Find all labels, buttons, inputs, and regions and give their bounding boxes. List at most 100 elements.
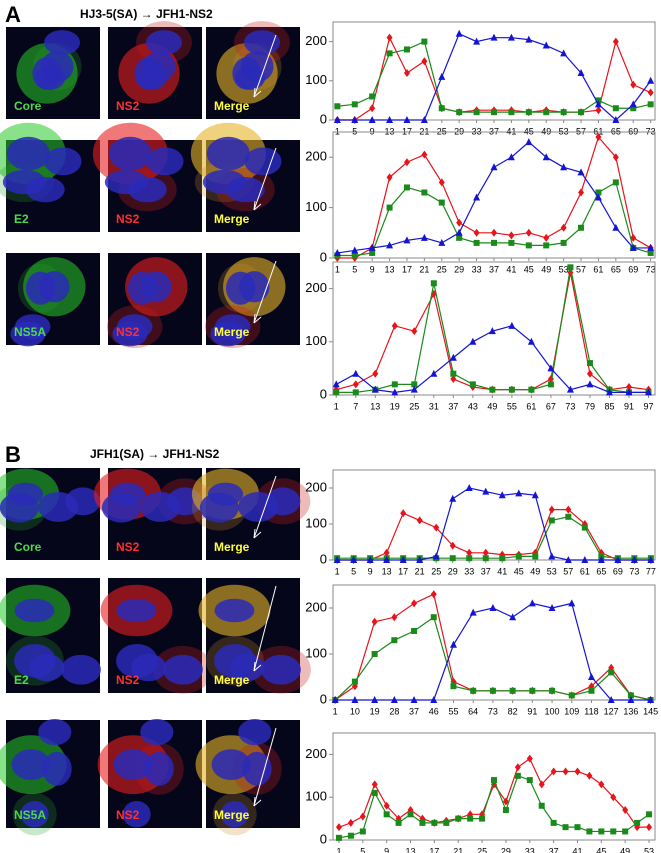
micrograph: NS2 [108, 21, 202, 119]
x-tick-label: 118 [584, 706, 598, 716]
marker [449, 640, 457, 648]
nucleus [214, 314, 251, 340]
nucleus [240, 50, 274, 83]
x-tick-label: 17 [402, 126, 412, 136]
marker [491, 777, 497, 784]
marker [531, 491, 539, 499]
marker [547, 381, 554, 388]
y-tick-label: 200 [305, 746, 327, 761]
nucleus [25, 176, 65, 203]
marker [371, 696, 379, 703]
x-tick-label: 53 [559, 264, 569, 274]
marker [430, 590, 437, 599]
marker [335, 823, 342, 832]
marker [482, 555, 489, 562]
y-tick-label: 200 [305, 599, 327, 614]
nucleus [214, 644, 256, 678]
x-tick-label: 73 [629, 566, 639, 576]
nucleus [144, 751, 174, 786]
x-tick-label: 28 [389, 706, 399, 716]
marker [565, 513, 572, 520]
stain-label: Core [14, 540, 42, 554]
x-tick-label: 37 [481, 566, 491, 576]
marker [383, 811, 390, 818]
nucleus [20, 801, 49, 828]
x-tick-label: 49 [487, 401, 497, 411]
marker [416, 516, 423, 525]
marker [403, 158, 410, 167]
marker [567, 264, 574, 271]
marker [438, 238, 446, 246]
marker [466, 548, 473, 557]
x-tick-label: 19 [390, 401, 400, 411]
marker [543, 233, 550, 242]
scan-line [253, 727, 277, 807]
stain-label: NS2 [116, 540, 140, 554]
marker [508, 231, 515, 240]
marker [391, 321, 398, 330]
micrograph: NS2 [106, 253, 202, 349]
stain-label: Merge [214, 325, 250, 339]
marker [529, 687, 536, 694]
marker [629, 100, 637, 108]
stain-label: Core [14, 99, 42, 113]
marker [548, 517, 555, 524]
x-tick-label: 109 [564, 706, 579, 716]
nucleus [116, 598, 157, 623]
micrograph: NS5A [6, 253, 100, 347]
marker [403, 68, 410, 77]
marker [371, 617, 378, 626]
marker [646, 823, 653, 832]
marker [391, 613, 398, 622]
marker [368, 243, 376, 251]
stain-label: Merge [214, 99, 250, 113]
x-tick-label: 45 [514, 566, 524, 576]
x-tick-label: 61 [593, 126, 603, 136]
marker [528, 599, 536, 607]
nucleus [244, 30, 281, 55]
marker [499, 555, 506, 562]
marker [490, 163, 498, 171]
marker [514, 763, 521, 772]
x-tick-label: 1 [336, 846, 341, 853]
x-tick-label: 100 [545, 706, 560, 716]
marker [614, 556, 622, 563]
marker [509, 613, 517, 621]
marker [332, 380, 340, 388]
nucleus [260, 654, 301, 685]
plot-frame [332, 469, 656, 561]
marker [479, 815, 486, 822]
x-tick-label: 67 [546, 401, 556, 411]
marker [538, 802, 545, 809]
nucleus [11, 749, 51, 781]
marker [410, 696, 418, 703]
nucleus [44, 30, 81, 55]
marker [625, 383, 632, 392]
x-tick-label: 53 [559, 126, 569, 136]
marker [508, 386, 515, 393]
x-tick-label: 41 [572, 846, 582, 853]
marker [525, 228, 532, 237]
nucleus [211, 749, 251, 781]
y-tick-label: 200 [305, 33, 327, 48]
nucleus [44, 147, 82, 176]
marker [371, 385, 379, 393]
marker [560, 49, 568, 57]
marker [490, 33, 498, 41]
marker [407, 811, 414, 818]
scan-arrow [253, 528, 262, 539]
plot-frame [332, 584, 656, 701]
y-tick-label: 100 [305, 72, 327, 87]
x-tick-label: 73 [488, 706, 498, 716]
marker [646, 811, 653, 818]
marker [411, 599, 418, 608]
nucleus [238, 718, 272, 746]
marker [622, 806, 629, 815]
x-tick-label: 25 [437, 126, 447, 136]
x-tick-label: 33 [464, 566, 474, 576]
marker [514, 772, 521, 779]
y-tick-label: 0 [320, 551, 327, 566]
x-tick-label: 1 [335, 126, 340, 136]
y-tick-label: 100 [305, 199, 327, 214]
marker [386, 33, 393, 42]
